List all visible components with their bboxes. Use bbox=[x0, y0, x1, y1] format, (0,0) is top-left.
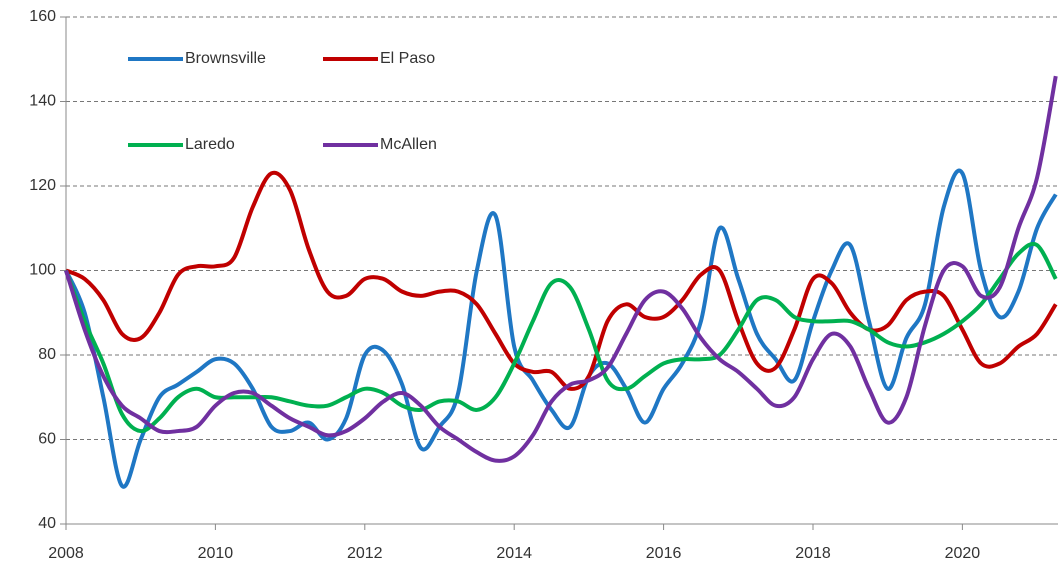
legend-label: El Paso bbox=[380, 50, 435, 67]
legend-label: Laredo bbox=[185, 136, 235, 153]
y-tick-label: 120 bbox=[29, 177, 56, 194]
x-tick-label: 2014 bbox=[496, 545, 532, 562]
y-tick-label: 160 bbox=[29, 8, 56, 25]
y-tick-label: 80 bbox=[38, 346, 56, 363]
series-line bbox=[64, 75, 1058, 463]
x-tick-label: 2008 bbox=[48, 545, 84, 562]
x-tick-label: 2016 bbox=[646, 545, 682, 562]
x-tick-label: 2012 bbox=[347, 545, 383, 562]
series-line bbox=[64, 241, 1058, 434]
y-tick-label: 60 bbox=[38, 431, 56, 448]
y-tick-label: 140 bbox=[29, 93, 56, 110]
series-line bbox=[65, 170, 1058, 391]
y-tick-label: 40 bbox=[38, 515, 56, 532]
legend-label: McAllen bbox=[380, 136, 437, 153]
legend-label: Brownsville bbox=[185, 50, 266, 67]
y-tick-label: 100 bbox=[29, 262, 56, 279]
x-tick-label: 2010 bbox=[198, 545, 234, 562]
x-tick-label: 2020 bbox=[945, 545, 981, 562]
x-tick-label: 2018 bbox=[795, 545, 831, 562]
series-line bbox=[64, 168, 1058, 489]
